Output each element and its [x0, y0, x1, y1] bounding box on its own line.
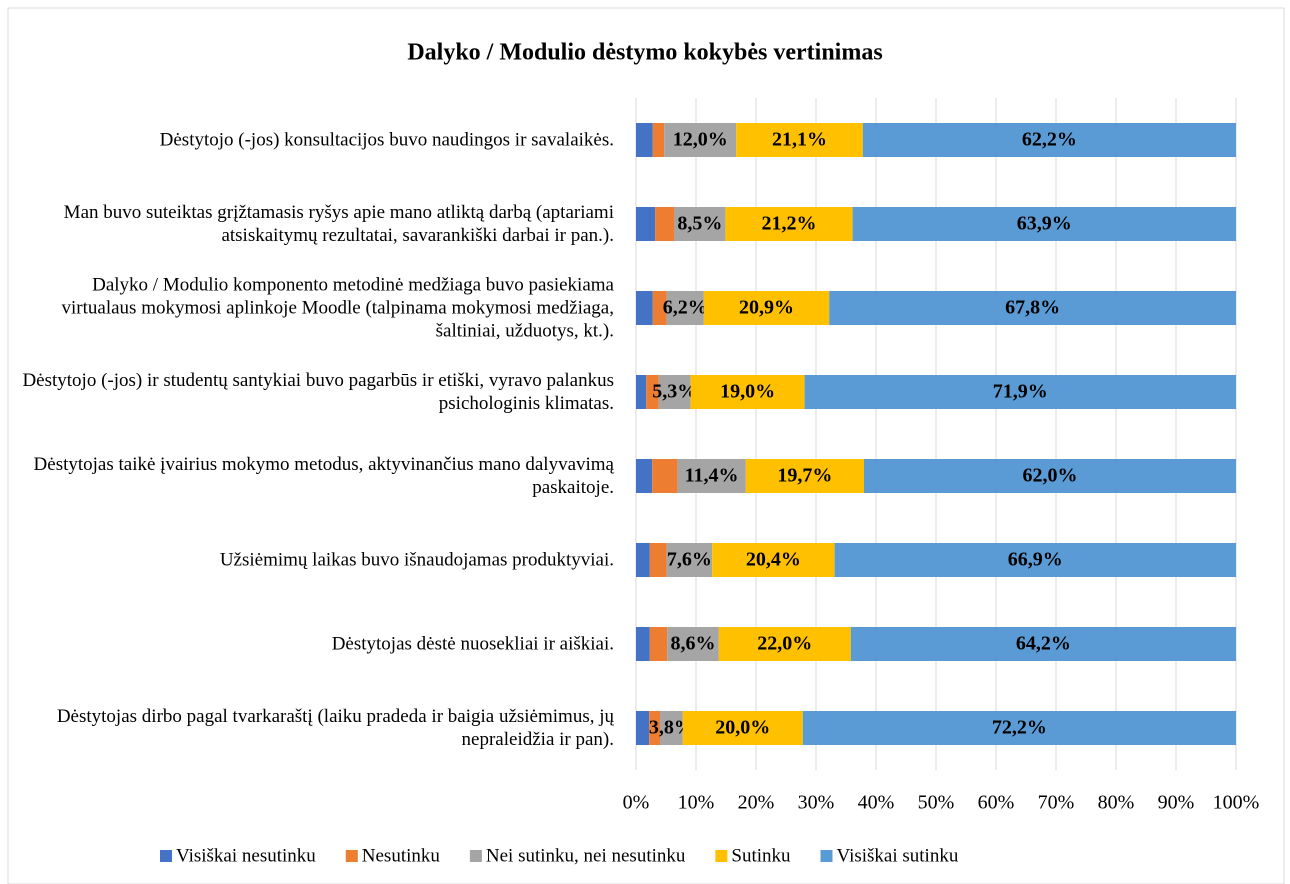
- data-label: 62,2%: [1022, 129, 1077, 151]
- legend-label: Nei sutinku, nei nesutinku: [486, 845, 686, 866]
- category-label: Dalyko / Modulio komponento metodinė med…: [61, 274, 614, 342]
- x-tick-label: 80%: [1098, 792, 1135, 814]
- data-label: 5,3%: [652, 381, 697, 403]
- bar-segment: [850, 627, 1236, 661]
- bar-segment: [667, 627, 719, 661]
- category-label: Man buvo suteiktas grįžtamasis ryšys api…: [63, 202, 614, 246]
- legend-swatch: [715, 850, 728, 862]
- bar-segment: [636, 123, 653, 157]
- bar-segment: [718, 627, 851, 661]
- data-label: 6,2%: [663, 297, 708, 319]
- category-label: Dėstytojo (-jos) konsultacijos buvo naud…: [159, 129, 614, 151]
- x-tick-label: 10%: [678, 792, 715, 814]
- data-label: 21,2%: [762, 213, 817, 235]
- bar-segment: [864, 459, 1236, 493]
- x-tick-label: 60%: [978, 792, 1015, 814]
- chart-title: Dalyko / Modulio dėstymo kokybės vertini…: [407, 40, 882, 66]
- bar-segment: [646, 375, 659, 409]
- bar-segment: [712, 543, 835, 577]
- legend-label: Visiškai sutinku: [837, 845, 959, 866]
- bar-segment: [652, 291, 667, 325]
- bar-segment: [636, 375, 647, 409]
- bar-segment: [636, 543, 650, 577]
- bar-segment: [725, 207, 853, 241]
- data-label: 20,4%: [746, 549, 801, 571]
- data-label: 21,1%: [772, 129, 827, 151]
- bar-segment: [802, 711, 1236, 745]
- bar-segment: [664, 123, 737, 157]
- bar-segment: [703, 291, 830, 325]
- legend-label: Visiškai nesutinku: [176, 845, 316, 866]
- bar-segment: [636, 207, 656, 241]
- category-label: Dėstytojas taikė įvairius mokymo metodus…: [33, 454, 614, 498]
- data-label: 62,0%: [1023, 465, 1078, 487]
- bar-segment: [745, 459, 864, 493]
- category-label: Dėstytojas dirbo pagal tvarkaraštį (laik…: [56, 706, 614, 750]
- bar-segment: [652, 459, 678, 493]
- bar-segment: [649, 627, 668, 661]
- category-label: Dėstytojas dėstė nuosekliai ir aiškiai.: [331, 633, 614, 655]
- bar-segment: [666, 291, 704, 325]
- bar-segment: [655, 207, 675, 241]
- x-tick-label: 70%: [1038, 792, 1075, 814]
- data-label: 19,0%: [720, 381, 775, 403]
- bar-segment: [649, 543, 667, 577]
- data-label: 71,9%: [993, 381, 1048, 403]
- data-label: 7,6%: [667, 549, 712, 571]
- bar-segment: [660, 711, 683, 745]
- data-label: 8,5%: [677, 213, 722, 235]
- bar-segment: [852, 207, 1236, 241]
- bar-segment: [674, 207, 726, 241]
- bar-segment: [690, 375, 805, 409]
- bar-segment: [666, 543, 713, 577]
- bar-segment: [682, 711, 803, 745]
- bar-segment: [834, 543, 1236, 577]
- legend-swatch: [160, 850, 172, 862]
- legend-swatch: [820, 850, 833, 862]
- data-label: 20,0%: [715, 717, 770, 739]
- bar-segment: [636, 459, 653, 493]
- x-tick-label: 30%: [798, 792, 835, 814]
- data-label: 22,0%: [757, 633, 812, 655]
- data-label: 64,2%: [1016, 633, 1071, 655]
- bar-segment: [652, 123, 665, 157]
- bar-segment: [636, 711, 650, 745]
- legend-swatch: [345, 850, 358, 862]
- legend-label: Nesutinku: [362, 845, 441, 866]
- data-label: 3,8%: [649, 717, 694, 739]
- x-tick-label: 50%: [918, 792, 955, 814]
- data-label: 63,9%: [1017, 213, 1072, 235]
- bar-segment: [636, 627, 650, 661]
- legend-swatch: [469, 850, 482, 862]
- bar-segment: [636, 291, 653, 325]
- bar-segment: [736, 123, 863, 157]
- bar-segment: [677, 459, 746, 493]
- legend-label: Sutinku: [731, 845, 791, 866]
- bar-segment: [862, 123, 1236, 157]
- data-label: 19,7%: [777, 465, 832, 487]
- data-label: 12,0%: [673, 129, 728, 151]
- bar-segment: [658, 375, 691, 409]
- bar-segment: [829, 291, 1236, 325]
- x-tick-label: 100%: [1213, 792, 1260, 814]
- category-label: Dėstytojo (-jos) ir studentų santykiai b…: [22, 370, 614, 414]
- bar-segment: [649, 711, 660, 745]
- x-tick-label: 0%: [623, 792, 650, 814]
- x-tick-label: 90%: [1158, 792, 1195, 814]
- data-label: 66,9%: [1008, 549, 1063, 571]
- data-label: 8,6%: [671, 633, 716, 655]
- x-tick-label: 40%: [858, 792, 895, 814]
- x-tick-label: 20%: [738, 792, 775, 814]
- bar-segment: [804, 375, 1236, 409]
- category-label: Užsiėmimų laikas buvo išnaudojamas produ…: [219, 549, 614, 571]
- data-label: 11,4%: [685, 465, 739, 487]
- data-label: 67,8%: [1005, 297, 1060, 319]
- data-label: 20,9%: [739, 297, 794, 319]
- data-label: 72,2%: [992, 717, 1047, 739]
